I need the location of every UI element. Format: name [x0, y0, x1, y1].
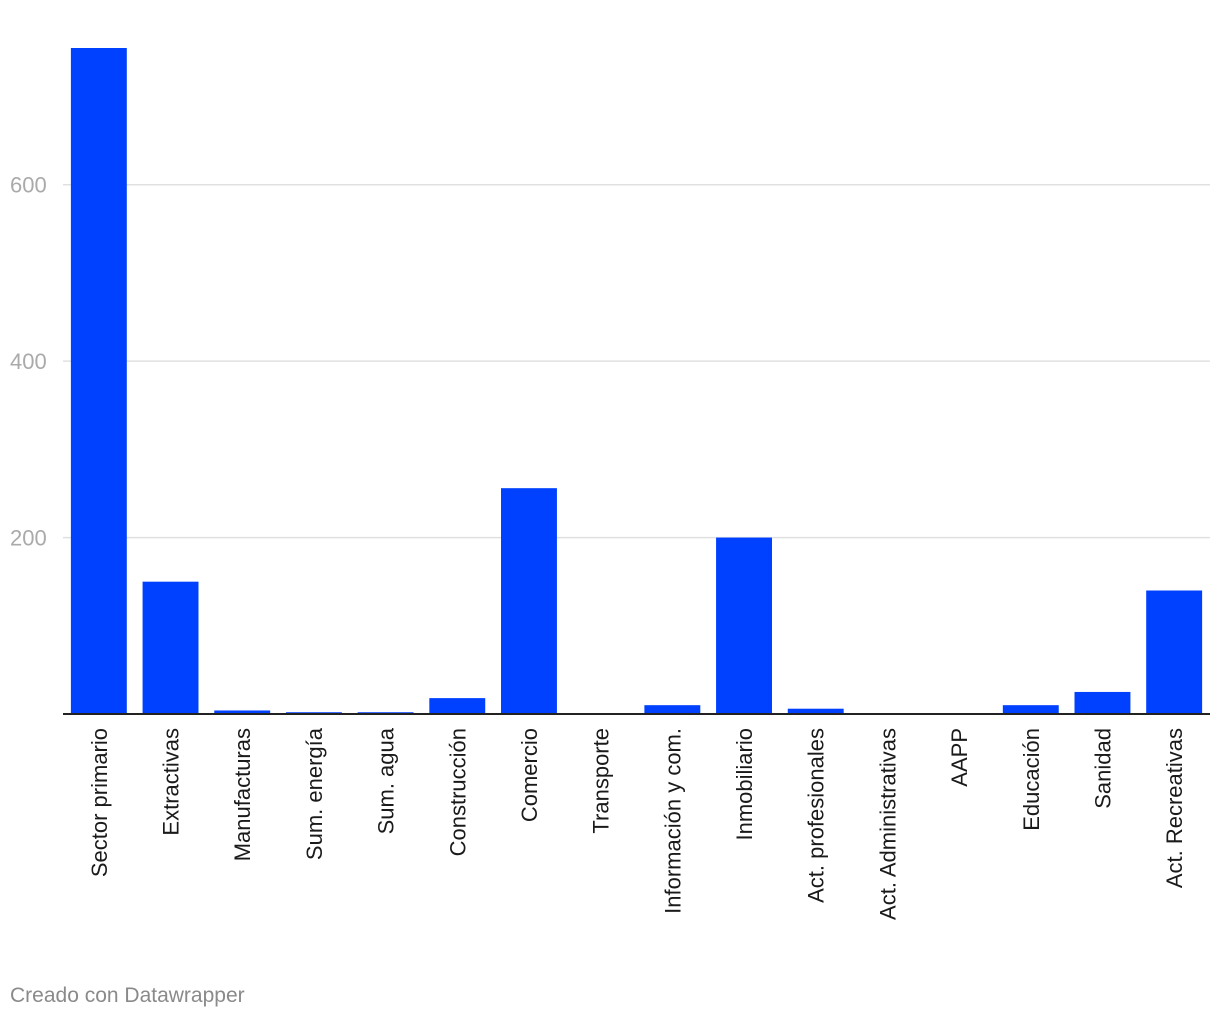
x-tick-label: Sum. energía [302, 727, 327, 860]
x-tick-label: Extractivas [159, 728, 184, 836]
x-tick-label: Act. profesionales [804, 728, 829, 903]
bar-14 [1074, 691, 1131, 714]
x-tick-label: Sanidad [1090, 728, 1115, 809]
x-tick-label: Transporte [589, 728, 614, 834]
y-tick-label: 600 [10, 173, 47, 198]
x-tick-label: Educación [1019, 728, 1044, 831]
y-tick-label: 400 [10, 349, 47, 374]
x-tick-label: Información y com. [660, 728, 685, 914]
bar-5 [429, 698, 486, 714]
bar-8 [644, 705, 701, 714]
x-tick-label: Construcción [445, 728, 470, 856]
gridlines [63, 183, 1210, 539]
bar-13 [1002, 705, 1059, 714]
x-tick-label: Sector primario [87, 728, 112, 877]
bar-0 [70, 48, 127, 714]
bar-6 [501, 488, 557, 714]
bar-10 [787, 708, 844, 714]
bar-9 [716, 537, 772, 714]
x-tick-label: Act. Recreativas [1162, 728, 1187, 888]
x-tick-label: Comercio [517, 728, 542, 822]
bar-15 [1146, 590, 1203, 714]
footer-credit: Creado con Datawrapper [10, 984, 245, 1007]
x-tick-label: Inmobiliario [732, 728, 757, 841]
y-axis-ticks: 200 400 600 [10, 173, 47, 551]
x-tick-label: AAPP [947, 728, 972, 787]
x-tick-label: Sum. agua [374, 727, 399, 834]
bars [70, 48, 1203, 714]
y-tick-label: 200 [10, 526, 47, 551]
bar-2 [214, 710, 271, 714]
bar-1 [142, 581, 199, 714]
x-axis-ticks: Sector primario Extractivas Manufacturas Su… [87, 727, 1187, 920]
x-tick-label: Manufacturas [230, 728, 255, 861]
x-tick-label: Act. Administrativas [875, 728, 900, 920]
